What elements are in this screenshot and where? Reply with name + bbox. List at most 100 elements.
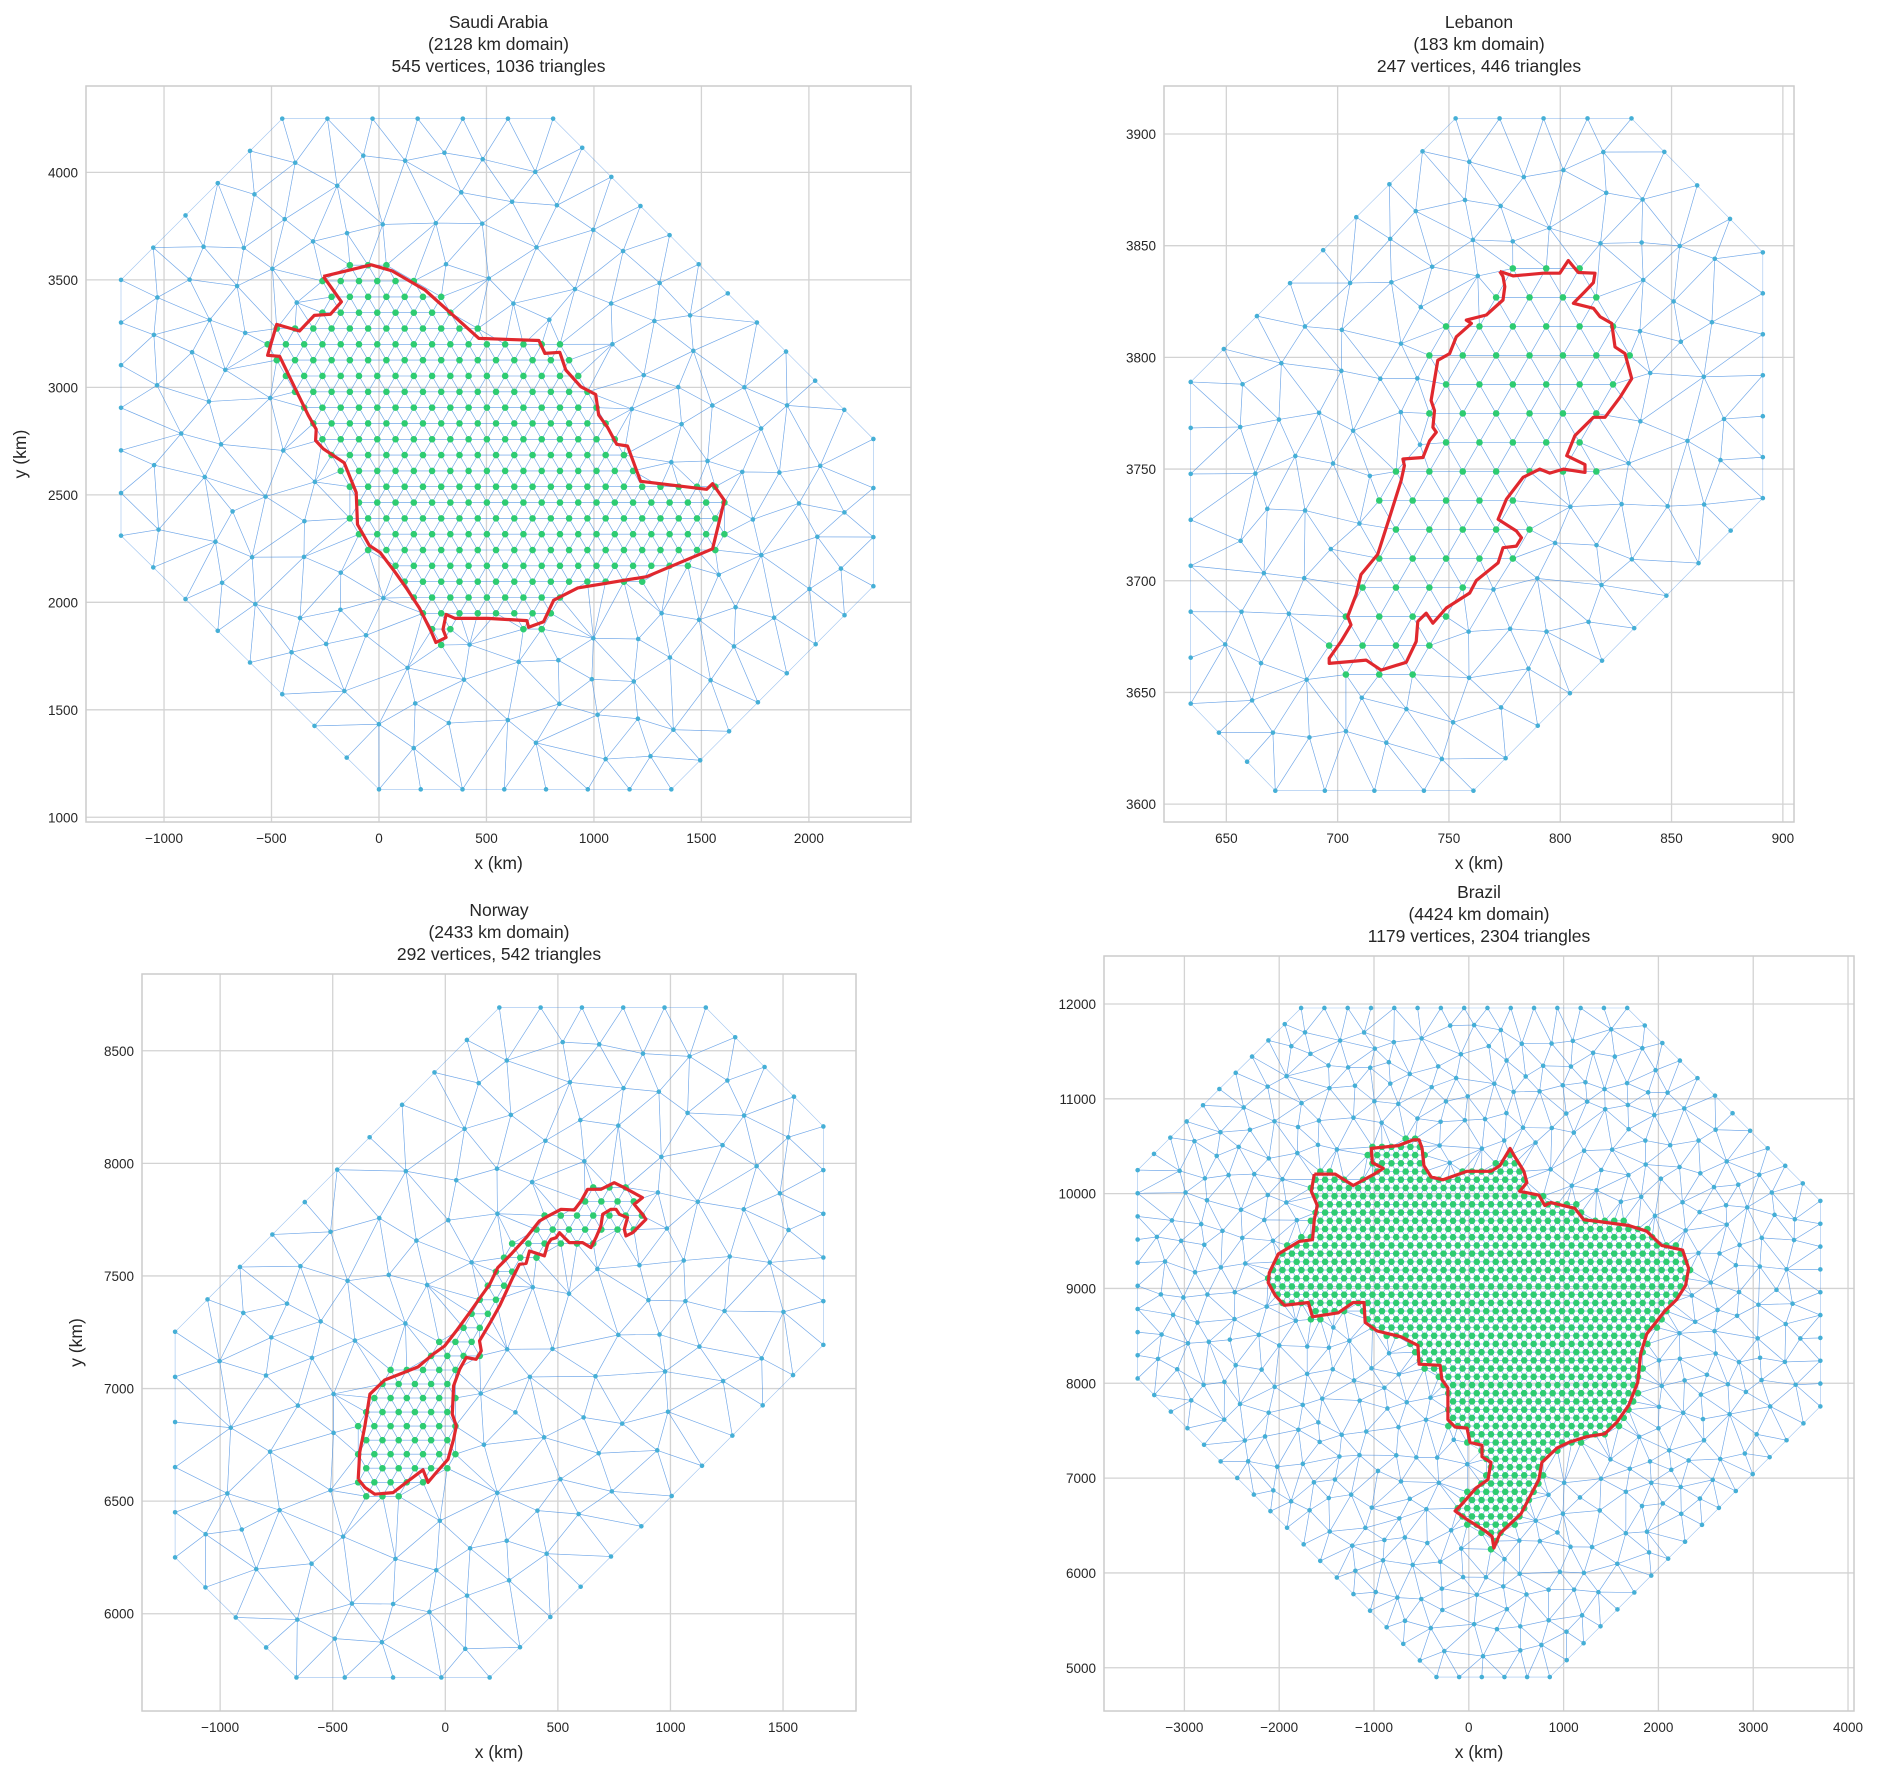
mesh-triangle (1703, 374, 1764, 420)
outer-vertex (340, 1534, 346, 1539)
outer-vertex (591, 635, 596, 641)
mesh-triangle (1642, 184, 1698, 247)
mesh-triangle (1362, 587, 1397, 618)
mesh-triangle (1412, 470, 1447, 501)
outer-vertex (1466, 629, 1471, 634)
outer-vertex (1507, 626, 1513, 632)
mesh-triangle (1680, 321, 1713, 378)
mesh-triangle (184, 582, 223, 632)
x-axis-label: x (km) (1455, 853, 1504, 873)
outer-vertex (1594, 542, 1599, 548)
outer-vertex (1322, 788, 1328, 794)
mesh-triangle (1462, 325, 1497, 356)
mesh-triangle (816, 512, 875, 538)
interior-vertex (419, 325, 427, 332)
outer-vertex (1188, 379, 1194, 385)
interior-vertex (383, 356, 390, 364)
mesh-triangle (659, 234, 700, 284)
outer-vertex (150, 565, 156, 570)
interior-vertex (401, 451, 408, 459)
outer-vertex (681, 1258, 687, 1263)
interior-vertex (1542, 323, 1550, 330)
mesh-triangle (354, 1322, 406, 1371)
subplot-brazil: −3000 −2000 −1000 0 1000 2000 3000 400050006000… (1058, 882, 1863, 1762)
interior-vertex (456, 578, 463, 585)
mesh-triangle (241, 1509, 281, 1570)
mesh-triangle (497, 1213, 513, 1259)
interior-vertex (392, 309, 399, 316)
interior-vertex (465, 372, 472, 380)
mesh-triangle (687, 565, 720, 621)
mesh-triangle (840, 536, 874, 587)
mesh-triangle (559, 1452, 613, 1492)
mesh-triangle (156, 351, 210, 402)
interior-vertex (337, 467, 345, 475)
mesh-triangle (1512, 542, 1556, 579)
interior-vertex (620, 546, 628, 554)
outer-vertex (1216, 730, 1222, 735)
outer-vertex (442, 150, 447, 156)
mesh-triangle (1703, 459, 1764, 505)
mesh-triangle (313, 723, 380, 759)
mesh-triangle (174, 1492, 228, 1535)
mesh-triangle (365, 612, 424, 669)
mesh-triangle (518, 628, 559, 663)
mesh-triangle (1388, 150, 1423, 212)
outer-vertex (1677, 243, 1682, 249)
mesh-triangle (503, 742, 547, 790)
mesh-triangle (698, 619, 735, 681)
interior-vertex (1576, 439, 1583, 446)
interior-vertex (1426, 410, 1433, 417)
interior-vertex (565, 1226, 573, 1233)
outer-vertex (504, 1346, 510, 1352)
outer-vertex (547, 317, 552, 322)
mesh-triangle (120, 384, 182, 435)
interior-vertex (383, 515, 390, 522)
interior-vertex (474, 356, 482, 364)
interior-vertex (410, 435, 418, 443)
x-tick-label: 2000 (794, 831, 824, 846)
interior-vertex (492, 483, 500, 491)
interior-vertex (392, 277, 399, 285)
outer-vertex (1330, 461, 1336, 466)
mesh-triangle (1421, 150, 1470, 201)
outer-vertex (1258, 660, 1264, 666)
interior-vertex (520, 530, 527, 538)
interior-vertex (355, 372, 363, 380)
outer-vertex (1301, 575, 1307, 581)
interior-vertex (392, 530, 399, 538)
interior-vertex (529, 578, 536, 585)
outer-vertex (813, 641, 818, 647)
interior-vertex (533, 1254, 540, 1261)
x-tick-label: 0 (1465, 1720, 1473, 1735)
mesh-triangle (354, 1340, 391, 1385)
mesh-triangle (454, 1444, 498, 1494)
interior-vertex (1509, 381, 1517, 388)
interior-vertex (574, 530, 582, 538)
interior-vertex (300, 341, 308, 348)
outer-vertex (207, 317, 212, 323)
interior-vertex (456, 356, 463, 364)
mesh-triangle (574, 250, 624, 304)
outer-vertex (390, 1675, 396, 1680)
mesh-triangle (311, 1340, 356, 1395)
mesh-triangle (510, 1081, 571, 1142)
outer-vertex (1389, 279, 1394, 285)
mesh-triangle (381, 1603, 431, 1643)
outer-vertex (1639, 240, 1644, 245)
x-axis-label: x (km) (474, 853, 523, 873)
mesh-triangle (677, 386, 713, 425)
mesh-triangle (220, 397, 284, 451)
subplot-title-line: (2128 km domain) (428, 34, 569, 54)
mesh-triangle (688, 1036, 736, 1081)
interior-vertex (427, 1408, 435, 1416)
mesh-triangle (1341, 370, 1381, 432)
interior-vertex (501, 372, 509, 380)
x-tick-label: 500 (547, 1720, 570, 1735)
mesh-triangle (1595, 413, 1641, 465)
interior-vertex (1442, 613, 1450, 620)
y-tick-label: 7000 (1066, 1471, 1096, 1486)
outer-vertex (230, 509, 235, 514)
mesh-triangle (232, 496, 267, 559)
mesh-triangle (1528, 297, 1564, 328)
